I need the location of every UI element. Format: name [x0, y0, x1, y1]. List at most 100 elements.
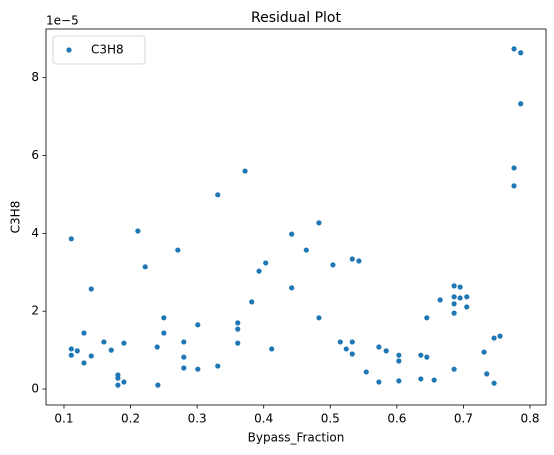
point [418, 352, 424, 358]
point [256, 268, 262, 274]
point [491, 380, 497, 386]
point [491, 335, 497, 341]
point [175, 247, 181, 253]
point [349, 256, 355, 262]
point [396, 352, 402, 358]
point [195, 366, 201, 372]
point [108, 347, 114, 353]
point [511, 165, 517, 171]
point [451, 366, 457, 372]
point [464, 294, 470, 300]
point [142, 264, 148, 270]
point [263, 260, 269, 266]
point [181, 354, 187, 360]
point [511, 183, 517, 189]
point [235, 320, 241, 326]
point [349, 339, 355, 345]
point [316, 315, 322, 321]
point [511, 46, 517, 52]
point [269, 346, 275, 352]
point [343, 346, 349, 352]
point [337, 339, 343, 345]
point [81, 330, 87, 336]
point [437, 297, 443, 303]
point [484, 371, 490, 377]
plot-frame [45, 28, 547, 406]
point [101, 339, 107, 345]
x-tick-label: 0.1 [54, 412, 73, 426]
y-tick-label: 0 [31, 382, 39, 396]
point [68, 236, 74, 242]
point [74, 348, 80, 354]
point [431, 377, 437, 383]
point [424, 354, 430, 360]
x-tick-label: 0.5 [321, 412, 340, 426]
point [424, 315, 430, 321]
point [181, 339, 187, 345]
point [215, 192, 221, 198]
point [215, 363, 221, 369]
point [383, 348, 389, 354]
point [481, 349, 487, 355]
legend-box [52, 35, 146, 65]
point [518, 50, 524, 56]
point [242, 168, 248, 174]
x-tick-label: 0.2 [121, 412, 140, 426]
point [235, 326, 241, 332]
chart-title: Residual Plot [251, 10, 341, 26]
point [330, 262, 336, 268]
point [457, 284, 463, 290]
point [396, 378, 402, 384]
y-tick-label: 2 [31, 304, 39, 318]
point [181, 365, 187, 371]
point [121, 340, 127, 346]
point [249, 299, 255, 305]
point [115, 382, 121, 388]
y-tick-label: 8 [31, 70, 39, 84]
point [457, 295, 463, 301]
point [464, 304, 470, 310]
point [356, 258, 362, 264]
point [349, 351, 355, 357]
x-axis-label: Bypass_Fraction [248, 431, 345, 445]
legend-marker [66, 47, 72, 53]
point [161, 330, 167, 336]
point [418, 376, 424, 382]
x-tick-label: 0.6 [387, 412, 406, 426]
point [81, 360, 87, 366]
point [518, 101, 524, 107]
point [316, 220, 322, 226]
point [195, 322, 201, 328]
point [289, 285, 295, 291]
y-offset-label: 1e−5 [46, 14, 79, 28]
point [451, 294, 457, 300]
point [363, 369, 369, 375]
point [303, 247, 309, 253]
point [121, 379, 127, 385]
x-tick-label: 0.3 [188, 412, 207, 426]
x-tick-label: 0.4 [254, 412, 273, 426]
point [376, 344, 382, 350]
legend-label: C3H8 [91, 43, 124, 57]
x-tick-label: 0.8 [520, 412, 539, 426]
point [88, 286, 94, 292]
point [161, 315, 167, 321]
point [135, 228, 141, 234]
point [154, 344, 160, 350]
point [451, 301, 457, 307]
y-tick-label: 4 [31, 226, 39, 240]
point [376, 379, 382, 385]
point [451, 283, 457, 289]
point [289, 231, 295, 237]
point [497, 333, 503, 339]
point [155, 382, 161, 388]
point [88, 353, 94, 359]
point [451, 310, 457, 316]
point [396, 358, 402, 364]
point [235, 340, 241, 346]
y-tick-label: 6 [31, 148, 39, 162]
y-axis-label: C3H8 [9, 201, 23, 234]
point [68, 352, 74, 358]
x-tick-label: 0.7 [454, 412, 473, 426]
